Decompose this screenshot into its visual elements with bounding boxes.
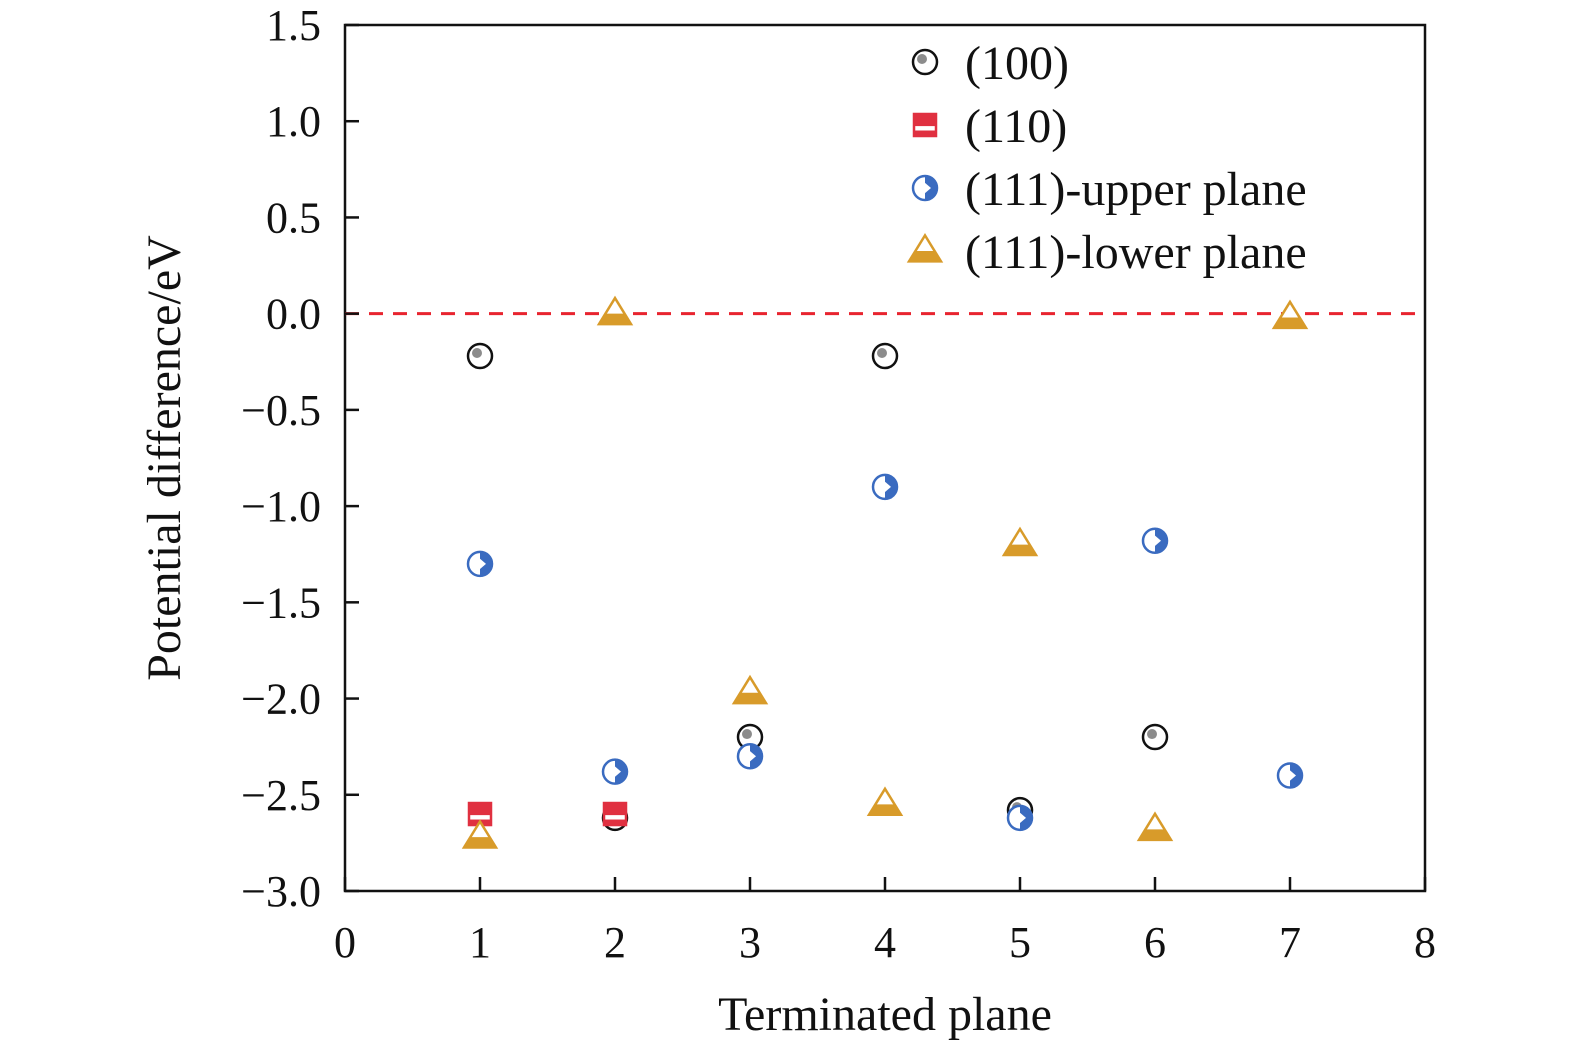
point-series-2-6 xyxy=(1141,527,1169,555)
x-tick-label: 2 xyxy=(604,918,626,967)
x-tick-label: 4 xyxy=(874,918,896,967)
y-tick-label: 0.5 xyxy=(266,193,321,242)
y-tick-label: 0.0 xyxy=(266,290,321,339)
y-tick-label: −2.0 xyxy=(241,675,321,724)
y-tick-label: −2.5 xyxy=(241,771,321,820)
x-tick-label: 5 xyxy=(1009,918,1031,967)
point-series-3-4 xyxy=(866,786,904,817)
y-tick-label: 1.0 xyxy=(266,97,321,146)
point-series-2-4 xyxy=(871,473,899,501)
point-series-1-2 xyxy=(602,801,628,827)
x-tick-label: 6 xyxy=(1144,918,1166,967)
point-series-3-1 xyxy=(461,819,499,849)
point-series-2-5 xyxy=(1006,804,1034,832)
point-series-3-3 xyxy=(731,674,769,705)
y-tick-label: −1.0 xyxy=(241,482,321,531)
point-series-1-1 xyxy=(467,801,493,827)
point-series-0-1 xyxy=(466,342,494,370)
legend-marker-2 xyxy=(911,174,939,202)
y-axis-title: Potential difference/eV xyxy=(138,235,191,681)
y-tick-label: −0.5 xyxy=(241,386,321,435)
point-series-3-6 xyxy=(1136,811,1174,842)
legend-label: (111)-lower plane xyxy=(965,226,1307,279)
y-tick-label: −1.5 xyxy=(241,578,321,627)
data-points xyxy=(461,295,1309,849)
legend-marker-0 xyxy=(911,48,939,76)
point-series-2-1 xyxy=(466,550,494,578)
point-series-2-3 xyxy=(736,743,764,770)
point-series-0-6 xyxy=(1141,723,1169,751)
y-tick-label: −3.0 xyxy=(241,867,321,916)
point-series-3-5 xyxy=(1001,526,1039,557)
x-tick-label: 0 xyxy=(334,918,356,967)
point-series-3-7 xyxy=(1271,299,1309,330)
x-tick-label: 1 xyxy=(469,918,491,967)
point-series-2-7 xyxy=(1276,762,1304,789)
y-tick-label: 1.5 xyxy=(266,1,321,50)
legend-label: (111)-upper plane xyxy=(965,163,1307,216)
x-axis-title: Terminated plane xyxy=(718,988,1052,1041)
legend-label: (100) xyxy=(965,37,1069,90)
y-axis: 1.5 1.0 0.5 0.0 −0.5 −1.0 −1.5 −2.0 −2.5 −3.0 xyxy=(241,1,359,916)
x-axis: 0 1 2 3 4 5 6 7 8 xyxy=(334,877,1436,967)
legend-marker-3 xyxy=(906,233,944,263)
legend: (100) (110) (111)-upper plane (111)-lower p… xyxy=(906,37,1307,279)
point-series-0-3 xyxy=(736,723,764,751)
legend-marker-1 xyxy=(912,112,938,138)
legend-label: (110) xyxy=(965,100,1067,153)
point-series-0-4 xyxy=(871,342,899,370)
x-tick-label: 8 xyxy=(1414,918,1436,967)
plot-frame xyxy=(343,23,1427,893)
point-series-2-2 xyxy=(601,758,629,785)
point-series-3-2 xyxy=(596,295,634,326)
x-tick-label: 3 xyxy=(739,918,761,967)
x-tick-label: 7 xyxy=(1279,918,1301,967)
